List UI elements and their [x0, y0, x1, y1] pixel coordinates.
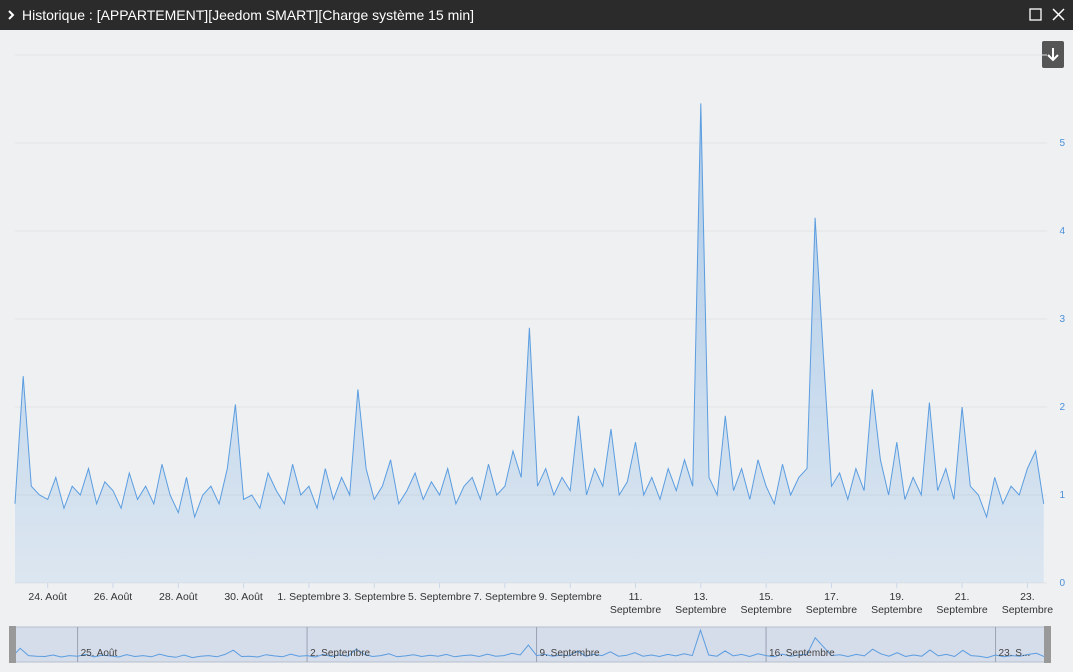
- navigator-handle-right[interactable]: [1044, 626, 1051, 663]
- x-tick-label: 17. Septembre: [805, 591, 858, 616]
- y-tick-label: 4: [1059, 226, 1065, 237]
- y-tick-label: 1: [1059, 490, 1065, 501]
- window-title: Historique : [APPARTEMENT][Jeedom SMART]…: [22, 7, 475, 23]
- x-tick-label: 21. Septembre: [936, 591, 988, 616]
- area-fill: [15, 103, 1044, 584]
- x-tick-label: 24. Août: [28, 591, 67, 603]
- navigator-tick-label: 2. Septembre: [310, 648, 371, 659]
- window-header: Historique : [APPARTEMENT][Jeedom SMART]…: [0, 0, 1073, 30]
- x-tick-label: 9. Septembre: [538, 591, 602, 603]
- y-tick-label: 3: [1059, 314, 1065, 325]
- x-tick-label: 15. Septembre: [740, 591, 792, 616]
- x-tick-label: 7. Septembre: [473, 591, 537, 603]
- x-tick-label: 11. Septembre: [609, 591, 662, 616]
- chart: 0 1 2 3 4 5: [9, 41, 1065, 663]
- x-tick-label: 5. Septembre: [408, 591, 472, 603]
- export-button[interactable]: [1042, 41, 1064, 68]
- x-tick-label: 26. Août: [93, 591, 133, 603]
- x-tick-label: 1. Septembre: [277, 591, 341, 603]
- x-tick-label: 23. Septembre: [1001, 591, 1054, 616]
- x-tick-label: 3. Septembre: [342, 591, 406, 603]
- x-tick-label: 30. Août: [224, 591, 263, 603]
- navigator-tick-label: 23. S...: [998, 648, 1031, 659]
- navigator-tick-label: 25. Août: [80, 648, 118, 659]
- x-tick-label: 28. Août: [159, 591, 198, 603]
- navigator-line: [11, 628, 1045, 659]
- navigator-tick-label: 16. Septembre: [769, 648, 835, 659]
- x-tick-label: 19. Septembre: [871, 591, 923, 616]
- y-tick-label: 0: [1059, 578, 1065, 589]
- window-controls: [1029, 8, 1065, 21]
- y-tick-label: 2: [1059, 402, 1065, 413]
- navigator-bg: [11, 626, 1049, 663]
- area-line: [14, 103, 1045, 519]
- navigator-tick-label: 9. Septembre: [539, 648, 600, 659]
- y-tick-label: 5: [1059, 138, 1065, 149]
- navigator-handle-left[interactable]: [9, 626, 16, 663]
- maximize-button[interactable]: [1029, 8, 1042, 21]
- x-tick-label: 13. Septembre: [675, 591, 727, 616]
- collapse-icon[interactable]: [5, 0, 19, 30]
- close-button[interactable]: [1052, 8, 1065, 21]
